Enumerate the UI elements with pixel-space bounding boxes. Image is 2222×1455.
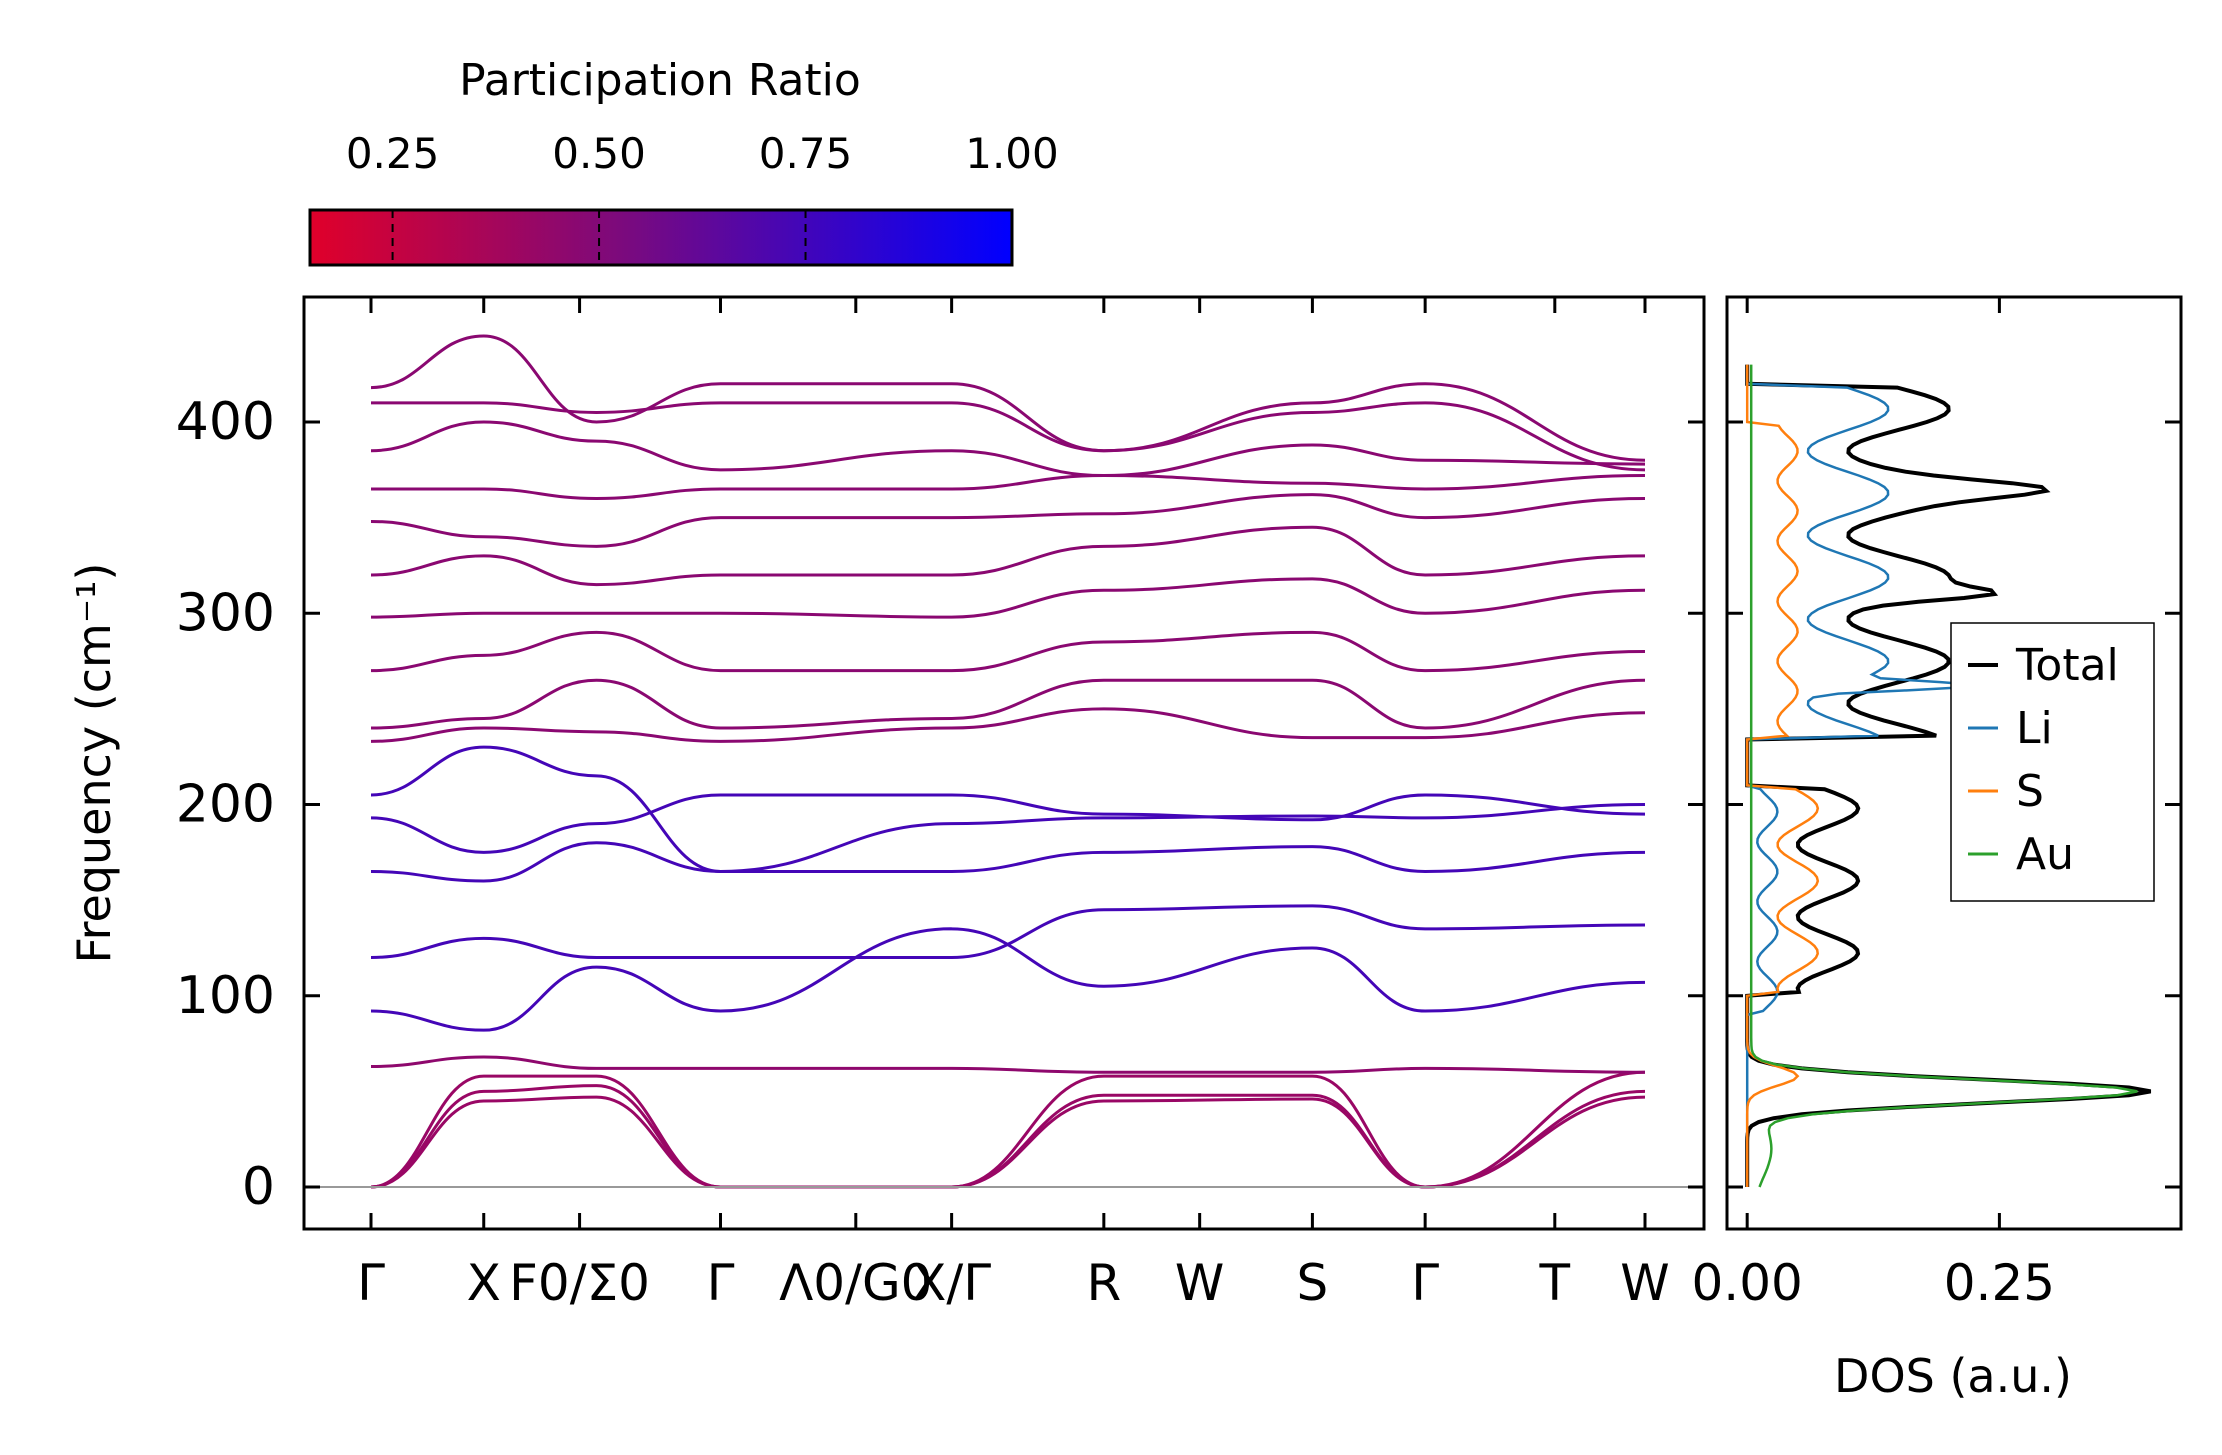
band-line-high-9	[371, 401, 1646, 472]
band-line-mid-1	[370, 927, 1646, 1032]
dos-frame	[1725, 295, 2183, 1231]
colorbar-bar	[308, 208, 1014, 267]
x-tick-label: X/Γ	[912, 1254, 991, 1312]
y-tick-label: 200	[176, 775, 275, 835]
band-yticks: 0 100 200 300 400	[176, 392, 1704, 1217]
band-line-high-3	[370, 630, 1646, 673]
x-axis-label: DOS (a.u.)	[1834, 1349, 2072, 1403]
band-line-acoustic-3	[370, 1070, 1646, 1189]
band-line-high-7	[371, 474, 1646, 501]
colorbar-tick-label: 0.25	[346, 129, 440, 178]
y-tick-label: 400	[176, 392, 275, 452]
x-tick-label: Γ	[707, 1254, 735, 1312]
band-frame	[302, 295, 1706, 1231]
band-line-optical-low	[370, 1055, 1646, 1074]
band-line-high-4	[370, 577, 1646, 619]
x-tick-label: W	[1175, 1254, 1224, 1312]
band-line-acoustic-1	[370, 1095, 1646, 1189]
dos-ticks: 0.00 0.25	[1692, 297, 2181, 1312]
colorbar: Participation Ratio 0.25 0.50 0.75 1.00	[308, 55, 1059, 267]
band-xticks: Γ X F0/Σ0 Γ Λ0/G0X/Γ R W S Γ T W	[357, 297, 1670, 1312]
band-line-high-2	[370, 678, 1646, 730]
colorbar-dashes	[391, 210, 807, 265]
x-tick-label: Γ	[1411, 1254, 1439, 1312]
band-line-high-8	[370, 420, 1646, 478]
band-line-acoustic-2	[370, 1084, 1646, 1189]
y-tick-label: 100	[176, 966, 275, 1026]
y-tick-label: 0	[242, 1157, 275, 1217]
legend-label-au: Au	[2016, 829, 2074, 880]
legend-label-li: Li	[2016, 703, 2053, 754]
x-tick-label: S	[1297, 1254, 1329, 1312]
legend-label-total: Total	[2015, 640, 2119, 691]
colorbar-ticks: 0.25 0.50 0.75 1.00	[346, 129, 1059, 178]
band-lines	[370, 334, 1646, 1189]
y-tick-label: 300	[176, 583, 275, 643]
colorbar-title: Participation Ratio	[459, 55, 861, 106]
x-tick-label: X	[467, 1254, 501, 1312]
dos-x-tick-label: 0.25	[1944, 1254, 2055, 1312]
dos-line-au	[1749, 364, 2138, 1188]
band-line-high-6	[370, 493, 1646, 548]
x-tick-label: Λ0/G0	[779, 1254, 932, 1312]
band-line-mid-3	[370, 841, 1646, 883]
band-line-high-5	[370, 525, 1646, 587]
x-tick-label: R	[1086, 1254, 1121, 1312]
band-line-mid-5	[370, 745, 1646, 873]
dos-line-s	[1745, 364, 1820, 1187]
dos-lines	[1745, 364, 2152, 1188]
dos-panel: 0.00 0.25 DOS (a.u.) Total Li S Au	[1692, 295, 2183, 1403]
colorbar-tick-label: 1.00	[965, 129, 1059, 178]
band-line-mid-4	[370, 793, 1646, 854]
legend-label-s: S	[2016, 766, 2044, 817]
band-line-mid-2	[370, 904, 1646, 960]
band-line-high-1	[370, 707, 1646, 743]
x-tick-label: W	[1620, 1254, 1669, 1312]
y-axis-label: Frequency (cm⁻¹)	[67, 563, 121, 964]
x-tick-label: F0/Σ0	[509, 1254, 650, 1312]
x-tick-label: T	[1539, 1254, 1571, 1312]
dos-legend: Total Li S Au	[1950, 622, 2155, 902]
dos-x-tick-label: 0.00	[1692, 1254, 1803, 1312]
band-line-high-10	[370, 334, 1646, 462]
colorbar-tick-label: 0.50	[552, 129, 646, 178]
x-tick-label: Γ	[357, 1254, 385, 1312]
colorbar-tick-label: 0.75	[759, 129, 853, 178]
